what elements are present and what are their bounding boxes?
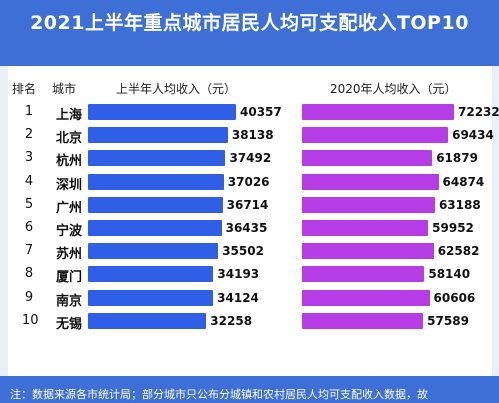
bar-series1 xyxy=(88,266,214,283)
bar-series1 xyxy=(88,243,219,260)
bar-series1 xyxy=(88,127,228,144)
value-label-series2: 57589 xyxy=(427,313,469,328)
city-label: 厦门 xyxy=(56,270,83,286)
bar-series2 xyxy=(302,127,449,144)
value-label-series1: 36435 xyxy=(225,221,268,235)
value-label-series1: 38138 xyxy=(231,128,274,143)
city-label: 宁波 xyxy=(56,224,83,239)
city-label: 上海 xyxy=(56,108,83,123)
value-label-series2: 72232 xyxy=(458,105,499,119)
rank-label: 3 xyxy=(24,150,34,166)
value-label-series1: 37026 xyxy=(227,174,270,189)
rank-label: 7 xyxy=(24,243,34,259)
bar-series2 xyxy=(302,220,429,236)
page-title: 2021上半年重点城市居民人均可支配收入TOP10 xyxy=(30,12,469,34)
chart-card: 排名 城市 上半年人均收入（元） 2020年人均收入（元） 1 上海 40357 72… xyxy=(0,66,499,376)
value-label-series2: 64874 xyxy=(442,174,485,189)
bar-series1 xyxy=(88,196,223,213)
value-label-series1: 40357 xyxy=(240,105,282,119)
bar-series2 xyxy=(302,289,430,306)
bar-series2 xyxy=(302,312,424,329)
city-label: 杭州 xyxy=(56,154,83,170)
footnote: 注：数据来源各市统计局；部分城市只公布分城镇和农村居民人均可支配收入数据，故 xyxy=(10,388,428,401)
city-label: 北京 xyxy=(56,131,83,147)
bar-series2 xyxy=(302,243,434,260)
value-label-series1: 32258 xyxy=(210,313,253,328)
value-label-series2: 59952 xyxy=(432,221,474,235)
rank-label: 5 xyxy=(24,196,34,212)
bar-series1 xyxy=(88,173,224,190)
value-label-series2: 61879 xyxy=(436,151,478,166)
value-label-series1: 36714 xyxy=(226,197,269,212)
bar-series1 xyxy=(88,289,214,306)
value-label-series1: 34193 xyxy=(217,267,260,282)
city-label: 苏州 xyxy=(56,247,83,263)
bar-series1 xyxy=(88,312,207,329)
value-label-series1: 37492 xyxy=(229,151,272,166)
bar-series2 xyxy=(302,173,439,190)
value-label-series1: 34124 xyxy=(217,290,259,305)
city-label: 南京 xyxy=(56,293,83,309)
header-city: 城市 xyxy=(52,82,77,96)
city-label: 深圳 xyxy=(56,177,83,193)
rank-label: 2 xyxy=(24,127,34,143)
rank-label: 9 xyxy=(24,289,34,305)
city-label: 无锡 xyxy=(56,316,83,332)
value-label-series2: 58140 xyxy=(428,267,471,282)
rank-label: 8 xyxy=(24,266,34,282)
city-label: 广州 xyxy=(56,200,83,216)
rank-label: 10 xyxy=(22,312,39,328)
bar-series2 xyxy=(302,196,435,213)
bar-series2 xyxy=(302,104,454,120)
rank-label: 4 xyxy=(24,173,34,189)
value-label-series2: 62582 xyxy=(437,244,480,259)
bar-series2 xyxy=(302,266,425,283)
value-label-series2: 63188 xyxy=(438,197,481,212)
bar-series2 xyxy=(302,150,433,167)
header-rank: 排名 xyxy=(12,82,37,96)
header-series1: 上半年人均收入（元） xyxy=(116,82,237,96)
rank-label: 1 xyxy=(24,104,34,119)
rank-label: 6 xyxy=(24,220,34,235)
value-label-series2: 69434 xyxy=(452,128,494,143)
value-label-series2: 60606 xyxy=(433,290,476,305)
value-label-series1: 35502 xyxy=(222,244,264,259)
chart-panel: 排名 城市 上半年人均收入（元） 2020年人均收入（元） 1 上海 40357 72… xyxy=(8,66,499,376)
header-series2: 2020年人均收入（元） xyxy=(330,82,457,96)
bar-series1 xyxy=(88,220,222,236)
bar-series1 xyxy=(88,104,236,120)
bar-series1 xyxy=(88,150,226,167)
